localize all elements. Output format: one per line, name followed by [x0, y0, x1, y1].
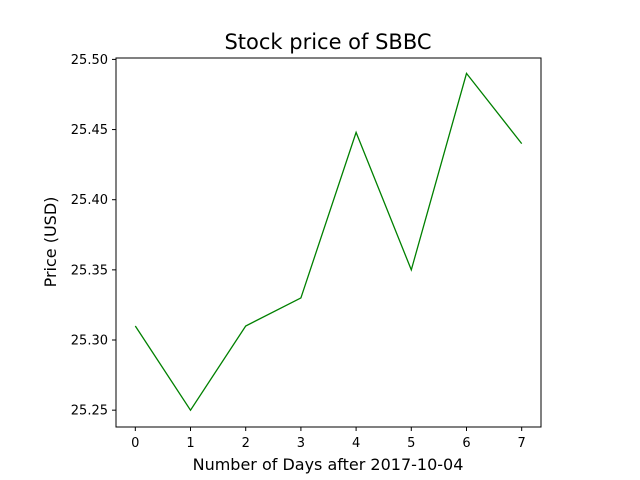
x-tick-label: 6 — [462, 436, 470, 451]
y-axis-label: Price (USD) — [41, 197, 60, 288]
chart-title: Stock price of SBBC — [224, 30, 431, 54]
y-tick-label: 25.30 — [71, 334, 108, 349]
y-tick-label: 25.50 — [71, 53, 108, 68]
y-tick-label: 25.40 — [71, 193, 108, 208]
x-tick-label: 7 — [518, 436, 526, 451]
x-tick-label: 4 — [352, 436, 360, 451]
x-axis: 0 1 2 3 4 5 6 7 — [131, 427, 526, 451]
x-tick-label: 0 — [131, 436, 139, 451]
x-tick-label: 5 — [407, 436, 415, 451]
x-tick-label: 2 — [242, 436, 250, 451]
y-axis: 25.25 25.30 25.35 25.40 25.45 25.50 — [71, 53, 116, 419]
y-tick-label: 25.35 — [71, 263, 108, 278]
series-group — [134, 71, 523, 412]
y-tick-label: 25.25 — [71, 404, 108, 419]
plot-area — [115, 57, 542, 428]
x-axis-label: Number of Days after 2017-10-04 — [193, 455, 464, 474]
series-line-0 — [134, 71, 523, 412]
x-tick-label: 1 — [186, 436, 194, 451]
x-tick-label: 3 — [297, 436, 305, 451]
y-tick-label: 25.45 — [71, 123, 108, 138]
